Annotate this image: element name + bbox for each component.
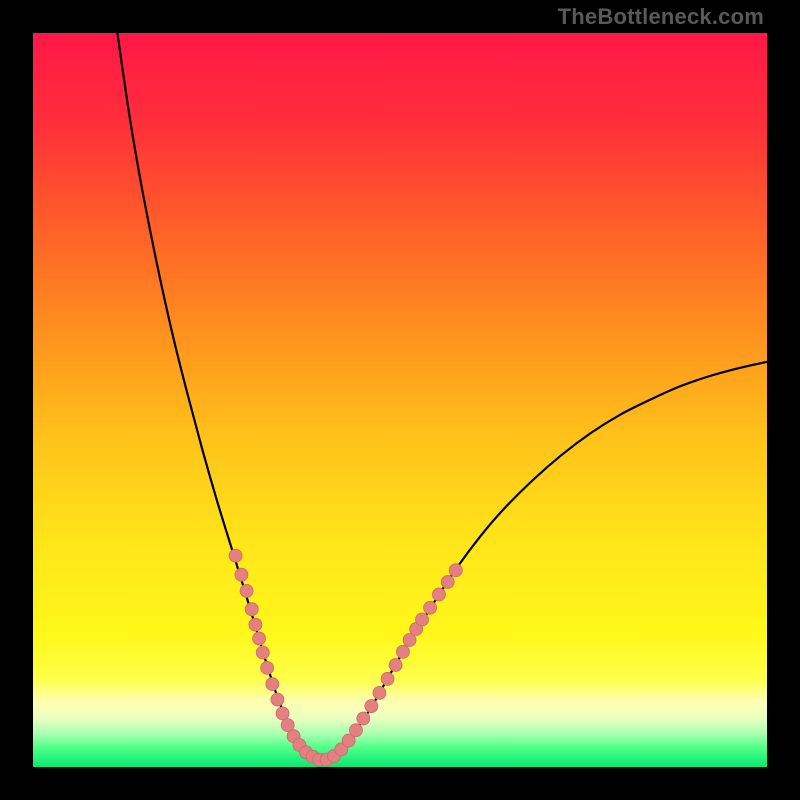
- marker-dot: [441, 576, 454, 589]
- marker-dot: [349, 724, 362, 737]
- marker-dot: [373, 686, 386, 699]
- marker-dot: [396, 645, 409, 658]
- chart-canvas: TheBottleneck.com: [0, 0, 800, 800]
- marker-dot: [271, 693, 284, 706]
- marker-dot: [266, 678, 279, 691]
- marker-dot: [432, 588, 445, 601]
- marker-dot: [449, 564, 462, 577]
- marker-dot: [276, 707, 289, 720]
- marker-dot: [424, 601, 437, 614]
- marker-dot: [416, 613, 429, 626]
- watermark-text: TheBottleneck.com: [558, 4, 764, 30]
- marker-dot: [245, 603, 258, 616]
- marker-dot: [365, 700, 378, 713]
- marker-dot: [249, 618, 262, 631]
- marker-dot: [389, 658, 402, 671]
- marker-dot: [256, 646, 269, 659]
- marker-dot: [357, 712, 370, 725]
- plot-area: [33, 33, 767, 767]
- marker-dot: [240, 584, 253, 597]
- marker-dot: [381, 672, 394, 685]
- marker-dot: [261, 661, 274, 674]
- marker-dot: [229, 549, 242, 562]
- plot-svg: [33, 33, 767, 767]
- marker-dot: [253, 632, 266, 645]
- marker-dot: [235, 568, 248, 581]
